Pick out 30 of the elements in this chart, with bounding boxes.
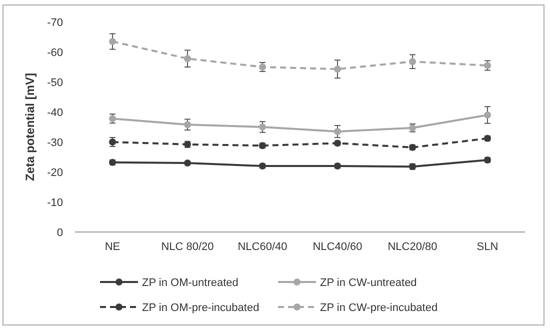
point <box>484 112 491 118</box>
y-axis-title: Zeta potential [mV] <box>23 72 37 182</box>
x-tick-label: NLC40/60 <box>312 241 362 253</box>
point <box>109 38 116 45</box>
x-tick-label: NE <box>104 241 120 253</box>
point <box>334 128 341 135</box>
y-tick-label: 0 <box>56 226 63 239</box>
y-tick-label: -50 <box>47 76 63 89</box>
legend-label: ZP in CW-untreated <box>320 276 417 289</box>
point <box>184 160 191 166</box>
y-tick-label: -10 <box>47 196 63 209</box>
legend-label: ZP in OM-pre-incubated <box>142 302 260 314</box>
y-tick-label: -30 <box>47 136 63 149</box>
point <box>334 66 341 73</box>
y-tick-label: -40 <box>47 106 63 119</box>
y-tick-label: -20 <box>47 166 63 179</box>
point <box>484 62 491 69</box>
x-tick-label: NLC 80/20 <box>161 241 214 253</box>
point <box>409 58 416 66</box>
y-tick-label: -70 <box>47 16 63 29</box>
legend-label: ZP in CW-pre-incubated <box>320 302 438 314</box>
x-tick-label: NLC20/80 <box>388 241 438 253</box>
point <box>334 140 341 147</box>
point <box>184 121 191 128</box>
x-tick-label: SLN <box>476 241 498 253</box>
x-tick-label: NLC60/40 <box>238 241 288 253</box>
point <box>184 55 191 62</box>
point <box>259 124 266 130</box>
legend-label: ZP in OM-untreated <box>142 276 238 289</box>
y-tick-label: -60 <box>47 46 63 59</box>
